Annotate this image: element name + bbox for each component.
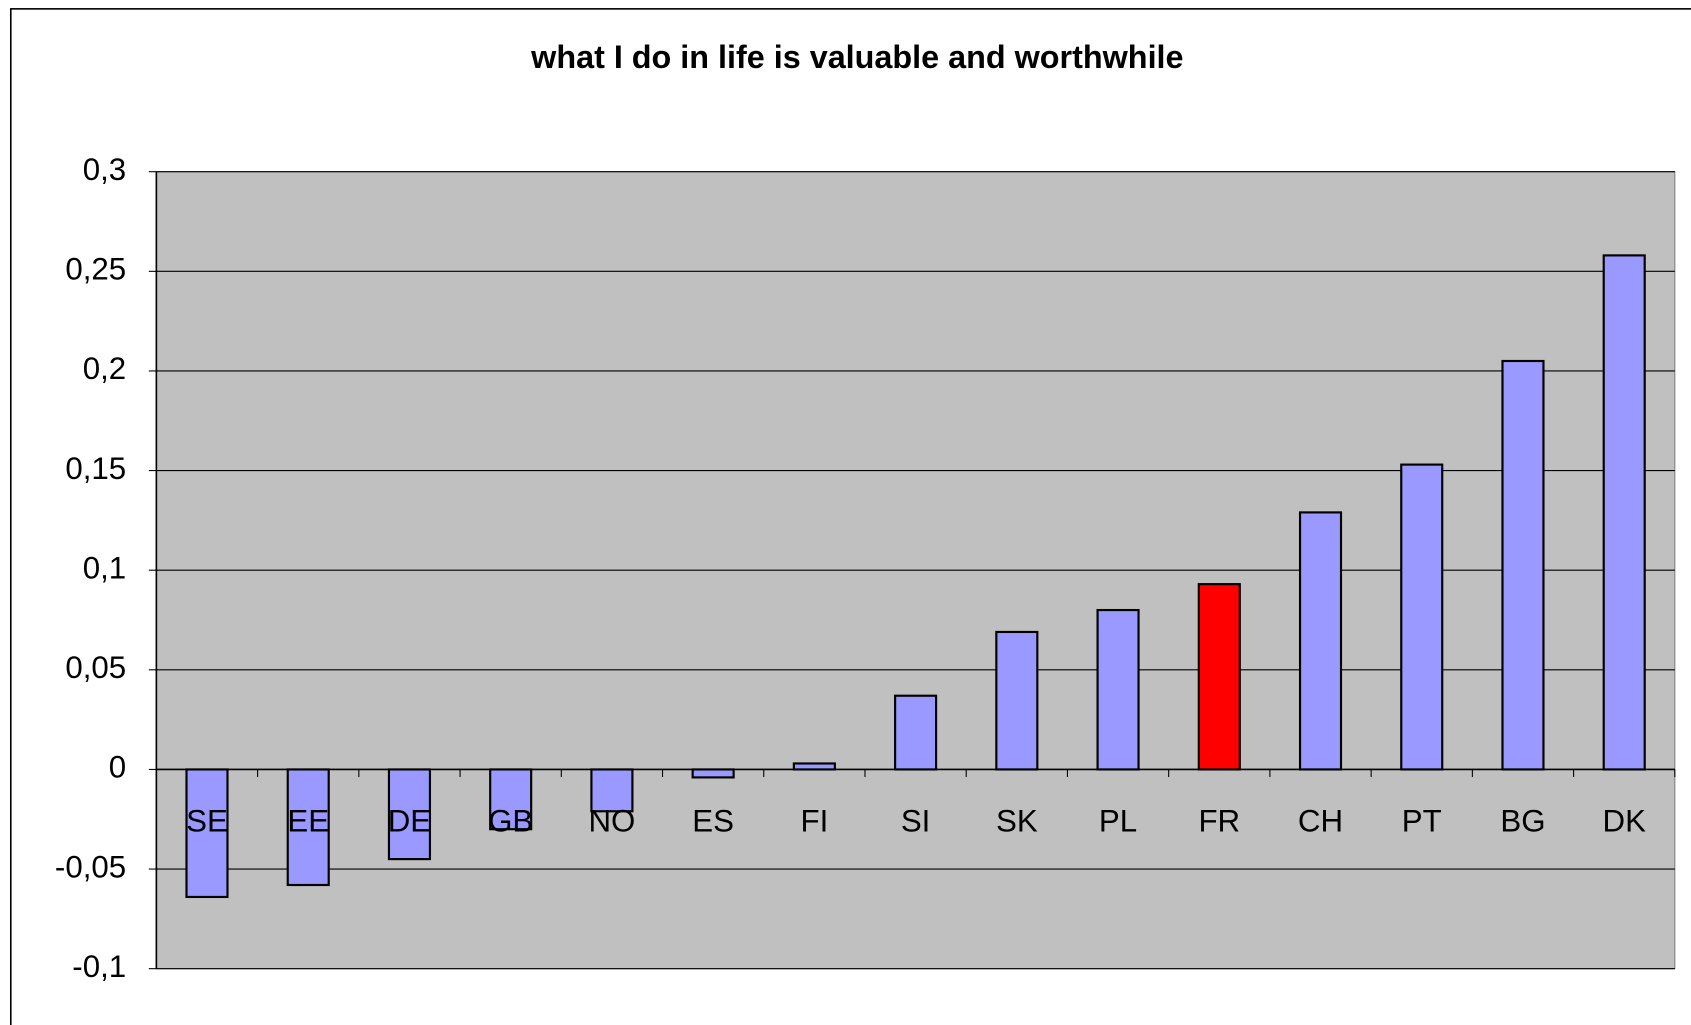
bar <box>185 768 229 899</box>
y-tick-label: -0,1 <box>72 949 126 984</box>
x-tick-label: DE <box>388 804 431 839</box>
x-tick-label: SK <box>996 804 1038 839</box>
bar <box>1298 511 1343 771</box>
chart-title: what I do in life is valuable and worthw… <box>530 39 1183 75</box>
bar <box>691 768 735 779</box>
x-tick-label: CH <box>1298 804 1343 839</box>
bar <box>1400 463 1444 771</box>
x-tick-label: EE <box>287 804 329 839</box>
x-tick-label: PT <box>1402 804 1442 839</box>
y-tick-label: 0,15 <box>65 451 126 486</box>
y-tick-label: -0,05 <box>55 849 126 884</box>
y-tick-label: 0,2 <box>83 351 126 386</box>
x-tick-label: FI <box>800 804 828 839</box>
x-tick-label: FR <box>1198 804 1240 839</box>
x-tick-label: PL <box>1099 804 1137 839</box>
bar <box>387 768 432 861</box>
x-tick-label: ES <box>692 804 734 839</box>
bar <box>894 694 938 771</box>
bar <box>792 762 836 771</box>
y-tick-label: 0 <box>109 750 126 785</box>
bar <box>590 768 634 813</box>
y-tick-label: 0,3 <box>83 152 126 187</box>
x-tick-label: GB <box>488 804 533 839</box>
x-tick-label: SE <box>186 804 228 839</box>
x-tick-label: SI <box>901 804 931 839</box>
x-tick-label: NO <box>588 804 635 839</box>
bar <box>489 768 533 831</box>
x-tick-label: DK <box>1602 804 1646 839</box>
bar <box>995 630 1039 771</box>
y-tick-label: 0,1 <box>83 550 126 585</box>
y-tick-label: 0,25 <box>65 252 126 287</box>
x-tick-label: BG <box>1500 804 1545 839</box>
bar <box>1197 583 1241 771</box>
bar <box>1501 359 1545 771</box>
y-tick-label: 0,05 <box>65 650 126 685</box>
bar <box>1602 254 1646 771</box>
bar <box>1096 608 1140 771</box>
bar <box>286 768 330 887</box>
